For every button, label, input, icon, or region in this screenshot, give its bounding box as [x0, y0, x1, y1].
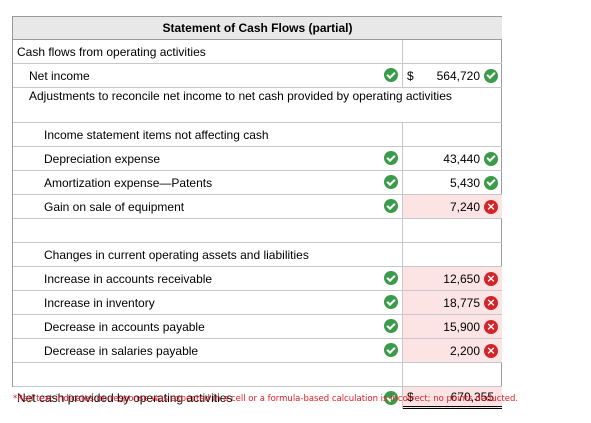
net-income-amount: 564,720 — [436, 68, 480, 83]
net-income-amount-cell[interactable]: $ 564,720 — [403, 64, 502, 87]
x-circle-icon: × — [484, 343, 498, 358]
net-cash-row: Net cash provided by operating activitie… — [13, 387, 502, 409]
net-cash-label: Net cash provided by operating activitie… — [17, 391, 233, 405]
gain-amount: 7,240 — [449, 199, 480, 214]
gain-label: Gain on sale of equipment — [44, 199, 185, 214]
inventory-amount-cell[interactable]: 18,775 × — [403, 291, 502, 314]
operating-header-amount-cell[interactable] — [403, 40, 502, 63]
accounts-payable-amount-cell[interactable]: 15,900 × — [403, 315, 502, 338]
net-cash-currency: $ — [407, 389, 414, 404]
amortization-amount-cell[interactable]: 5,430 — [403, 171, 502, 194]
changes-header-label: Changes in current operating assets and … — [13, 243, 403, 266]
net-cash-amount: 670,355 — [450, 389, 494, 404]
accounts-receivable-row: Increase in accounts receivable 12,650 × — [13, 267, 502, 291]
check-circle-icon — [384, 343, 398, 357]
check-circle-icon — [384, 295, 398, 309]
income-items-row: Income statement items not affecting cas… — [13, 123, 502, 147]
income-items-amount-cell[interactable] — [403, 123, 502, 146]
gain-label-cell[interactable]: Gain on sale of equipment — [13, 195, 403, 218]
adjustments-label-cell[interactable]: Adjustments to reconcile net income to n… — [13, 88, 502, 122]
blank-amount-cell-1[interactable] — [403, 219, 502, 242]
gain-amount-cell[interactable]: 7,240 × — [403, 195, 502, 218]
salaries-payable-amount-cell[interactable]: 2,200 × — [403, 339, 502, 362]
blank-label-cell-1[interactable] — [13, 219, 403, 242]
accounts-payable-label-cell[interactable]: Decrease in accounts payable — [13, 315, 403, 338]
blank-row-1 — [13, 219, 502, 243]
x-circle-icon: × — [484, 319, 498, 334]
salaries-payable-label: Decrease in salaries payable — [44, 343, 199, 358]
depreciation-amount-cell[interactable]: 43,440 — [403, 147, 502, 170]
inventory-amount: 18,775 — [443, 295, 480, 310]
accounts-receivable-amount-cell[interactable]: 12,650 × — [403, 267, 502, 290]
check-circle-icon — [484, 151, 498, 166]
salaries-payable-label-cell[interactable]: Decrease in salaries payable — [13, 339, 403, 362]
check-circle-icon — [384, 319, 398, 333]
depreciation-label: Depreciation expense — [44, 151, 161, 166]
amortization-label-cell[interactable]: Amortization expense—Patents — [13, 171, 403, 194]
depreciation-row: Depreciation expense 43,440 — [13, 147, 502, 171]
blank-label-cell-2[interactable] — [13, 363, 403, 386]
check-circle-icon — [484, 175, 498, 190]
accounts-receivable-amount: 12,650 — [443, 271, 480, 286]
operating-header-row: Cash flows from operating activities — [13, 40, 502, 64]
cash-flow-statement: Statement of Cash Flows (partial) Cash f… — [13, 17, 502, 409]
check-circle-icon — [384, 151, 398, 165]
grading-footnote: *Red text indicates no response was expe… — [13, 394, 519, 404]
depreciation-label-cell[interactable]: Depreciation expense — [13, 147, 403, 170]
check-circle-icon — [384, 199, 398, 213]
adjustments-label: Adjustments to reconcile net income to n… — [29, 89, 452, 103]
amortization-amount: 5,430 — [449, 175, 480, 190]
check-circle-icon — [384, 391, 398, 405]
x-circle-icon: × — [484, 199, 498, 214]
net-income-label: Net income — [29, 68, 90, 83]
check-circle-icon — [484, 68, 498, 83]
accounts-payable-row: Decrease in accounts payable 15,900 × — [13, 315, 502, 339]
check-circle-icon — [384, 271, 398, 285]
accounts-payable-label: Decrease in accounts payable — [44, 319, 205, 334]
income-items-label: Income statement items not affecting cas… — [13, 123, 403, 146]
salaries-payable-row: Decrease in salaries payable 2,200 × — [13, 339, 502, 363]
x-circle-icon: × — [484, 295, 498, 310]
accounts-receivable-label-cell[interactable]: Increase in accounts receivable — [13, 267, 403, 290]
net-cash-label-cell[interactable]: Net cash provided by operating activitie… — [13, 387, 403, 409]
adjustments-row: Adjustments to reconcile net income to n… — [13, 88, 502, 123]
check-circle-icon — [384, 68, 398, 82]
accounts-payable-amount: 15,900 — [443, 319, 480, 334]
x-circle-icon: × — [484, 271, 498, 286]
net-income-currency: $ — [407, 68, 414, 83]
inventory-label-cell[interactable]: Increase in inventory — [13, 291, 403, 314]
changes-header-row: Changes in current operating assets and … — [13, 243, 502, 267]
gain-row: Gain on sale of equipment 7,240 × — [13, 195, 502, 219]
net-income-row: Net income $ 564,720 — [13, 64, 502, 88]
net-cash-amount-cell[interactable]: $ 670,355 — [403, 387, 502, 409]
changes-header-amount-cell[interactable] — [403, 243, 502, 266]
salaries-payable-amount: 2,200 — [449, 343, 480, 358]
depreciation-amount: 43,440 — [443, 151, 480, 166]
net-income-label-cell[interactable]: Net income — [13, 64, 403, 87]
operating-header-label: Cash flows from operating activities — [13, 40, 403, 63]
amortization-label: Amortization expense—Patents — [44, 175, 213, 190]
amortization-row: Amortization expense—Patents 5,430 — [13, 171, 502, 195]
inventory-label: Increase in inventory — [44, 295, 155, 310]
statement-title-row: Statement of Cash Flows (partial) — [13, 17, 502, 40]
check-circle-icon — [384, 175, 398, 189]
blank-row-2 — [13, 363, 502, 387]
statement-title: Statement of Cash Flows (partial) — [162, 21, 353, 35]
blank-amount-cell-2[interactable] — [403, 363, 502, 386]
accounts-receivable-label: Increase in accounts receivable — [44, 271, 213, 286]
inventory-row: Increase in inventory 18,775 × — [13, 291, 502, 315]
